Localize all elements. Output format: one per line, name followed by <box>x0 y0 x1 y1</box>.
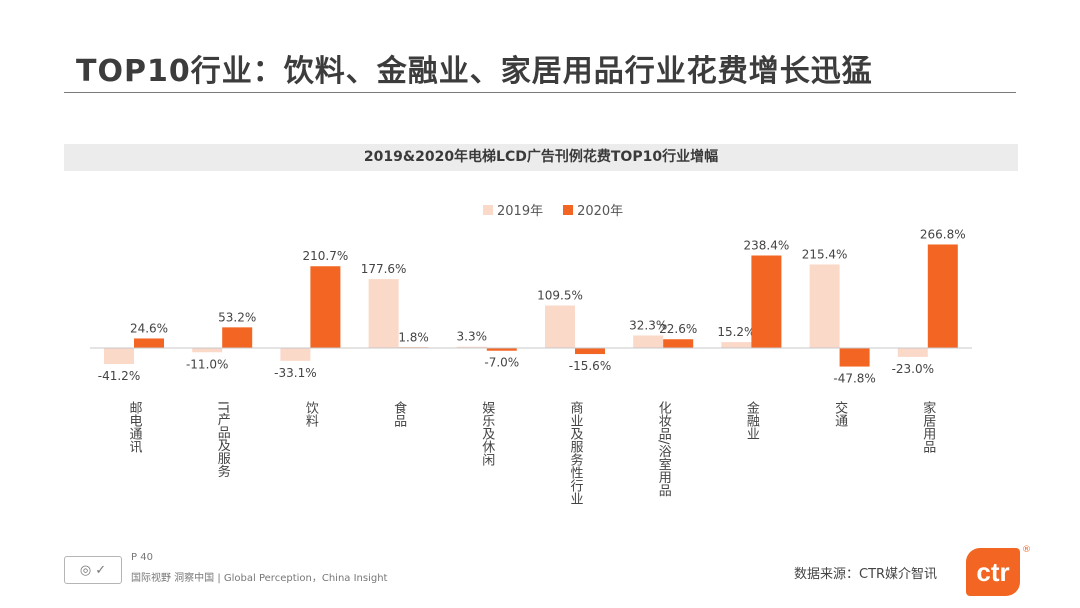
category-label-8: 交通 <box>832 400 848 427</box>
ctr-logo: ctr <box>966 548 1020 596</box>
data-label-2020-9: 266.8% <box>920 227 966 241</box>
data-label-2020-1: 53.2% <box>218 310 256 324</box>
category-label-2: 饮料 <box>303 401 319 427</box>
bar-2019-6 <box>633 335 664 348</box>
chart-legend: 2019年 2020年 <box>483 200 643 219</box>
bar-2020-0 <box>134 338 164 348</box>
bar-2020-2 <box>310 266 341 348</box>
category-label-6: 化妆品/浴室用品 <box>656 401 672 497</box>
bar-2019-2 <box>280 348 311 361</box>
legend-label-2019: 2019年 <box>497 204 544 219</box>
category-label-4: 娱乐及休闲 <box>479 401 495 467</box>
data-label-2019-9: -23.0% <box>892 362 934 376</box>
category-label-5: 商业及服务性行业 <box>568 401 584 505</box>
category-label-3: 食品 <box>391 400 407 427</box>
chart-title: 2019&2020年电梯LCD广告刊例花费TOP10行业增幅 <box>64 144 1018 171</box>
data-source: 数据来源：CTR媒介智讯 <box>794 567 938 582</box>
bar-2020-5 <box>575 348 605 355</box>
page-number: P 40 <box>131 552 153 563</box>
data-label-2020-4: -7.0% <box>484 356 519 370</box>
category-label-0: 邮电通讯 <box>127 401 143 454</box>
data-label-2019-5: 109.5% <box>537 289 583 303</box>
bar-2020-6 <box>663 339 694 348</box>
data-label-2020-6: 22.6% <box>659 322 697 336</box>
bar-2019-4 <box>456 346 487 348</box>
data-label-2019-8: 215.4% <box>802 247 848 261</box>
page-title: TOP10行业：饮料、金融业、家居用品行业花费增长迅猛 <box>76 54 873 89</box>
data-label-2019-6: 32.3% <box>629 318 667 332</box>
legend-swatch-2019 <box>483 204 493 215</box>
certification-icon: ◎ ✓ <box>64 556 122 584</box>
bar-2019-9 <box>897 348 928 357</box>
footer-slogan: 国际视野 洞察中国 | Global Perception，China Insi… <box>131 573 388 584</box>
category-label-1: IT产品及服务 <box>215 401 231 478</box>
data-label-2020-3: 1.8% <box>398 330 429 344</box>
data-label-2019-3: 177.6% <box>361 262 407 276</box>
bar-2020-1 <box>222 327 253 348</box>
bar-2020-8 <box>839 348 870 367</box>
registered-mark: ® <box>1022 545 1031 555</box>
bar-2019-0 <box>104 348 134 364</box>
data-label-2019-4: 3.3% <box>457 330 488 344</box>
bar-2019-5 <box>545 305 575 348</box>
data-label-2020-2: 210.7% <box>303 249 349 263</box>
data-label-2019-7: 15.2% <box>717 325 755 339</box>
data-label-2019-1: -11.0% <box>186 357 228 371</box>
data-label-2020-7: 238.4% <box>744 239 790 253</box>
legend-label-2020: 2020年 <box>577 204 624 219</box>
bar-2020-9 <box>927 244 958 348</box>
bar-2019-1 <box>192 348 223 353</box>
data-label-2020-8: -47.8% <box>833 372 875 386</box>
legend-item-2019: 2019年 <box>483 200 543 219</box>
data-label-2020-0: 24.6% <box>130 321 168 335</box>
legend-item-2020: 2020年 <box>563 200 623 219</box>
title-divider <box>64 92 1016 93</box>
data-label-2019-2: -33.1% <box>274 366 316 380</box>
bar-2019-8 <box>809 264 840 348</box>
data-label-2019-0: -41.2% <box>98 369 140 383</box>
data-label-2020-5: -15.6% <box>569 359 611 373</box>
bar-2020-7 <box>751 255 782 348</box>
bar-2019-7 <box>721 342 752 348</box>
category-label-9: 家居用品 <box>920 400 936 453</box>
category-label-7: 金融业 <box>744 400 760 440</box>
bar-2020-4 <box>486 348 517 351</box>
bar-2019-3 <box>368 279 399 348</box>
legend-swatch-2020 <box>563 204 574 215</box>
